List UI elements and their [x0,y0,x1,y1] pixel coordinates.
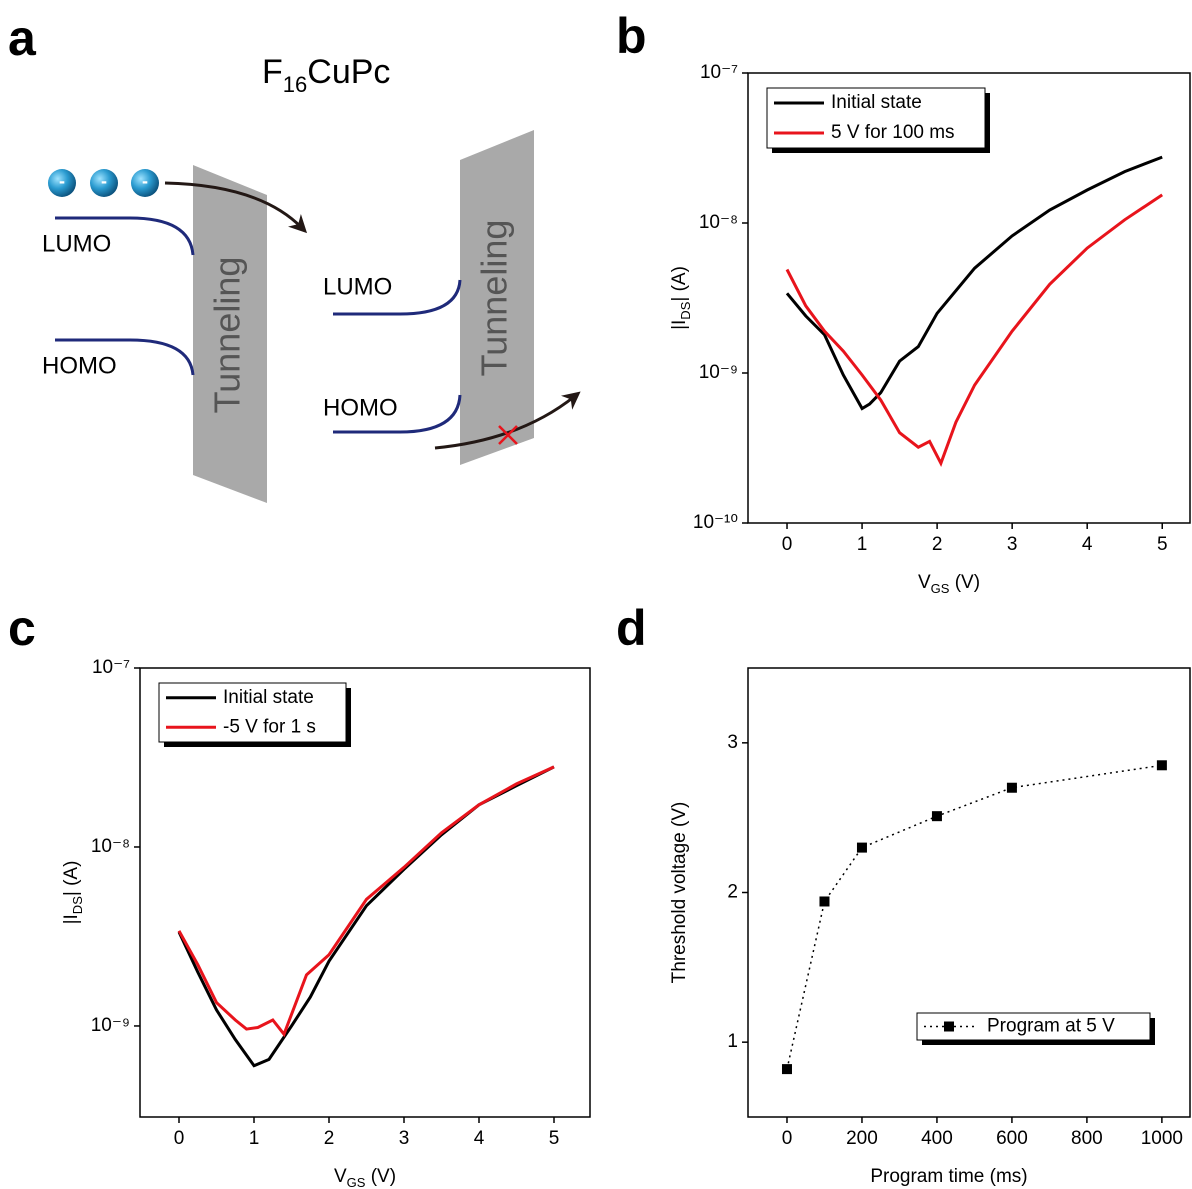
x-axis-label-part: V [334,1166,347,1187]
y-axis-label-part: | (A) [669,266,690,302]
x-tick-label: 2 [932,534,943,555]
barrier [193,165,267,503]
legend-label: Program at 5 V [987,1016,1115,1037]
y-axis-label-part: |I [61,914,82,924]
y-axis-label: Threshold voltage (V) [669,802,690,984]
legend-marker [944,1021,954,1032]
diagram: F16CuPc Tunneling Tunneling LUMO HOMO LU… [42,53,581,503]
x-tick-label: 4 [474,1128,485,1149]
plot-frame [747,667,1191,1118]
x-axis-label-part: (V) [949,572,980,593]
x-axis-label-part: (V) [365,1166,396,1187]
x-tick-label: 200 [846,1128,878,1149]
electron [90,169,118,197]
plot-frame [139,667,591,1118]
y-axis-label-part: |I [669,320,690,330]
data-point [1006,782,1017,793]
lumo-level [55,216,195,256]
y-tick-label: 2 [727,882,738,903]
x-axis-label-part: V [918,572,931,593]
level-label: HOMO [42,352,117,379]
y-tick-label: 10⁻⁹ [699,362,738,383]
y-tick-label: 10⁻⁹ [91,1015,130,1036]
electrons: - - - [48,169,159,197]
panel-label: d [616,600,647,656]
diagram-title: F16CuPc [262,53,390,97]
electron-sign: - [59,171,65,191]
lumo-level [333,279,462,316]
y-axis-label: |IDS| (A) [669,266,693,330]
x-axis-label: Program time (ms) [870,1166,1027,1187]
panel-label: c [8,600,36,656]
panel-label: a [8,10,37,66]
y-tick-label: 10⁻⁸ [699,212,738,233]
x-tick-label: 3 [1007,534,1018,555]
electron-sign: - [101,171,107,191]
series-line [785,193,1164,468]
barrier [460,130,534,465]
y-axis-label-part: DS [678,301,693,319]
x-tick-label: 0 [782,534,793,555]
panel-label: b [616,8,647,64]
barrier-label: Tunneling [207,257,248,414]
y-tick-label: 10⁻¹⁰ [693,512,738,533]
arrow [164,181,308,234]
x-tick-label: 0 [782,1128,793,1149]
y-tick-label: 3 [727,732,738,753]
series-line [785,155,1163,411]
data-point [856,842,867,853]
y-tick-label: 10⁻⁷ [700,62,738,83]
legend-label: Initial state [223,687,314,708]
legend: Initial state 5 V for 100 ms [766,87,990,153]
x-tick-label: 1000 [1141,1128,1183,1149]
y-tick-label: 10⁻⁸ [91,836,130,857]
electron [48,169,76,197]
x-tick-label: 1 [857,534,868,555]
x-tick-label: 2 [324,1128,335,1149]
level-label: LUMO [323,273,392,300]
legend-label: 5 V for 100 ms [831,122,955,143]
legend: Program at 5 V [916,1012,1155,1045]
x-tick-label: 400 [921,1128,953,1149]
level-label: HOMO [323,394,398,421]
legend-box [158,682,347,743]
data-point [1156,760,1167,771]
x-tick-label: 4 [1082,534,1093,555]
x-tick-label: 0 [174,1128,185,1149]
electron [131,169,159,197]
x-tick-label: 800 [1071,1128,1103,1149]
plot-frame [747,72,1191,524]
data-point [819,896,830,907]
homo-level [333,394,462,434]
x-axis-label-part: GS [931,581,950,596]
legend: Initial state -5 V for 1 s [158,682,351,747]
data-point [781,1064,792,1075]
y-axis-label: |IDS| (A) [61,861,85,925]
x-tick-label: 5 [1157,534,1168,555]
legend-label: -5 V for 1 s [223,716,316,737]
y-tick-label: 10⁻⁷ [92,657,130,678]
y-axis-label-part: DS [70,896,85,914]
series-line [177,765,555,1038]
barrier-label: Tunneling [474,220,515,377]
x-tick-label: 3 [399,1128,410,1149]
level-label: LUMO [42,230,111,257]
data-point [931,811,942,822]
x-axis-label: VGS (V) [334,1166,396,1189]
y-tick-label: 1 [727,1031,738,1052]
x-tick-label: 1 [249,1128,260,1149]
blocked-mark [498,425,518,445]
x-axis-label-part: GS [347,1175,366,1189]
x-tick-label: 5 [549,1128,560,1149]
legend-label: Initial state [831,92,922,113]
x-axis-label: VGS (V) [918,572,980,596]
legend-box [766,87,986,149]
homo-level [55,338,195,376]
x-tick-label: 600 [996,1128,1028,1149]
y-axis-label-part: | (A) [61,861,82,897]
electron-sign: - [142,171,148,191]
